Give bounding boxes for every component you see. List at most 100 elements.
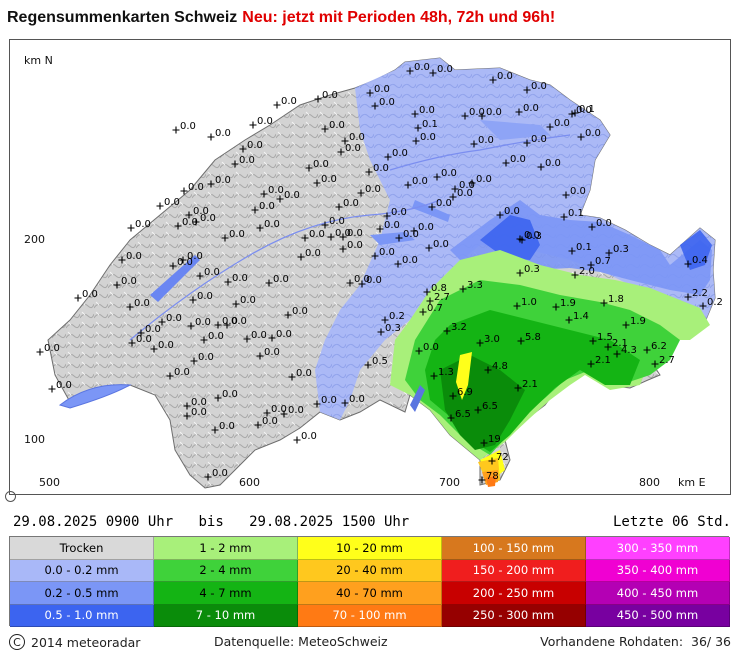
station-marker[interactable]: 0.0 <box>384 148 408 161</box>
station-marker[interactable]: 0.0 <box>284 306 308 319</box>
station-marker[interactable]: 72 <box>488 452 509 465</box>
station-marker[interactable]: 0.0 <box>158 313 182 326</box>
station-marker[interactable]: 0.0 <box>137 324 161 337</box>
station-marker[interactable]: 1.5 <box>589 332 613 345</box>
station-marker[interactable]: 0.3 <box>516 264 540 277</box>
station-marker[interactable]: 6.5 <box>447 409 471 422</box>
station-marker[interactable]: 0.0 <box>288 368 312 381</box>
station-marker[interactable]: 0.0 <box>425 239 449 252</box>
station-marker[interactable]: 0.0 <box>172 121 196 134</box>
station-marker[interactable]: 0.0 <box>211 421 235 434</box>
station-marker[interactable]: 0.0 <box>185 206 209 219</box>
station-marker[interactable]: 0.0 <box>273 96 297 109</box>
station-marker[interactable]: 0.8 <box>423 283 447 296</box>
station-marker[interactable]: 0.0 <box>383 207 407 220</box>
station-marker[interactable]: 0.5 <box>364 356 388 369</box>
station-marker[interactable]: 0.0 <box>406 62 430 75</box>
station-marker[interactable]: 2.1 <box>587 355 611 368</box>
station-marker[interactable]: 0.0 <box>404 176 428 189</box>
station-marker[interactable]: 0.0 <box>394 255 418 268</box>
station-marker[interactable]: 0.0 <box>428 198 452 211</box>
station-marker[interactable]: 0.0 <box>207 128 231 141</box>
station-marker[interactable]: 0.0 <box>537 158 561 171</box>
station-marker[interactable]: 0.0 <box>301 229 325 242</box>
station-marker[interactable]: 0.0 <box>461 107 485 120</box>
station-marker[interactable]: 0.0 <box>256 219 280 232</box>
station-marker[interactable]: 0.0 <box>335 198 359 211</box>
station-marker[interactable]: 0.0 <box>256 347 280 360</box>
station-marker[interactable]: 0.0 <box>254 416 278 429</box>
station-marker[interactable]: 0.0 <box>297 248 321 261</box>
station-marker[interactable]: 0.0 <box>371 97 395 110</box>
station-marker[interactable]: 0.2 <box>699 297 723 310</box>
station-marker[interactable]: 0.1 <box>560 208 584 221</box>
station-marker[interactable]: 5.8 <box>517 332 541 345</box>
station-marker[interactable]: 3.3 <box>459 280 483 293</box>
station-marker[interactable]: 0.0 <box>249 116 273 129</box>
station-marker[interactable]: 0.0 <box>313 174 337 187</box>
station-marker[interactable]: 0.0 <box>36 343 60 356</box>
station-marker[interactable]: 0.3 <box>518 231 542 244</box>
station-marker[interactable]: 0.0 <box>523 134 547 147</box>
station-marker[interactable]: 0.0 <box>449 188 473 201</box>
station-marker[interactable]: 0.0 <box>470 135 494 148</box>
station-marker[interactable]: 0.0 <box>339 240 363 253</box>
station-marker[interactable]: 0.0 <box>346 274 370 287</box>
station-marker[interactable]: 0.0 <box>214 316 238 329</box>
station-marker[interactable]: 1.4 <box>565 311 589 324</box>
station-marker[interactable]: 0.0 <box>183 407 207 420</box>
rain-map[interactable]: 0.0 0.0 0.0 0.0 0.0 0.0 0.0 0.0 0.0 0.0 0.0 0.0 0.0 0… <box>9 39 731 495</box>
station-marker[interactable]: 2.0 <box>571 266 595 279</box>
station-marker[interactable]: 0.0 <box>268 329 292 342</box>
station-marker[interactable]: 0.1 <box>568 242 592 255</box>
station-marker[interactable]: 0.0 <box>74 289 98 302</box>
station-marker[interactable]: 0.0 <box>313 395 337 408</box>
station-marker[interactable]: 0.0 <box>365 163 389 176</box>
station-marker[interactable]: 0.0 <box>478 107 502 120</box>
station-marker[interactable]: 0.0 <box>180 182 204 195</box>
station-marker[interactable]: 2.7 <box>426 292 450 305</box>
station-marker[interactable]: 1.3 <box>430 367 454 380</box>
station-marker[interactable]: 0.0 <box>358 275 382 288</box>
station-marker[interactable]: 0.0 <box>204 468 228 481</box>
station-marker[interactable]: 0.0 <box>224 273 248 286</box>
station-marker[interactable]: 0.0 <box>410 222 434 235</box>
station-marker[interactable]: 0.0 <box>357 184 381 197</box>
station-marker[interactable]: 0.0 <box>341 132 365 145</box>
station-marker[interactable]: 3.2 <box>443 322 467 335</box>
station-marker[interactable]: 0.0 <box>265 274 289 287</box>
station-marker[interactable]: 0.0 <box>395 229 419 242</box>
station-marker[interactable]: 0.1 <box>571 104 595 117</box>
station-marker[interactable]: 0.0 <box>179 251 203 264</box>
station-marker[interactable]: 0.0 <box>489 71 513 84</box>
station-marker[interactable]: 0.0 <box>200 331 224 344</box>
station-marker[interactable]: 2.2 <box>684 288 708 301</box>
station-marker[interactable]: 0.2 <box>381 311 405 324</box>
station-marker[interactable]: 0.0 <box>293 431 317 444</box>
station-marker[interactable]: 0.0 <box>126 298 150 311</box>
station-marker[interactable]: 0.0 <box>118 251 142 264</box>
station-marker[interactable]: 0.0 <box>243 330 267 343</box>
station-marker[interactable]: 0.0 <box>321 120 345 133</box>
station-marker[interactable]: 0.0 <box>263 404 287 417</box>
station-marker[interactable]: 2.1 <box>514 379 538 392</box>
station-marker[interactable]: 0.0 <box>305 159 329 172</box>
station-marker[interactable]: 0.0 <box>192 213 216 226</box>
station-marker[interactable]: 78 <box>478 471 499 484</box>
station-marker[interactable]: 0.0 <box>166 367 190 380</box>
station-marker[interactable]: 1.8 <box>600 294 624 307</box>
station-marker[interactable]: 0.0 <box>231 155 255 168</box>
station-marker[interactable]: 0.0 <box>577 128 601 141</box>
station-marker[interactable]: 0.0 <box>169 257 193 270</box>
station-marker[interactable]: 4.3 <box>613 345 637 358</box>
station-marker[interactable]: 0.0 <box>314 90 338 103</box>
station-marker[interactable]: 0.0 <box>223 316 247 329</box>
station-marker[interactable]: 0.0 <box>156 197 180 210</box>
station-marker[interactable]: 0.0 <box>337 143 361 156</box>
station-marker[interactable]: 0.0 <box>251 201 275 214</box>
station-marker[interactable]: 0.0 <box>196 267 220 280</box>
station-marker[interactable]: 3.0 <box>476 334 500 347</box>
station-marker[interactable]: 0.0 <box>339 228 363 241</box>
station-marker[interactable]: 0.0 <box>451 180 475 193</box>
station-marker[interactable]: 6.9 <box>449 387 473 400</box>
